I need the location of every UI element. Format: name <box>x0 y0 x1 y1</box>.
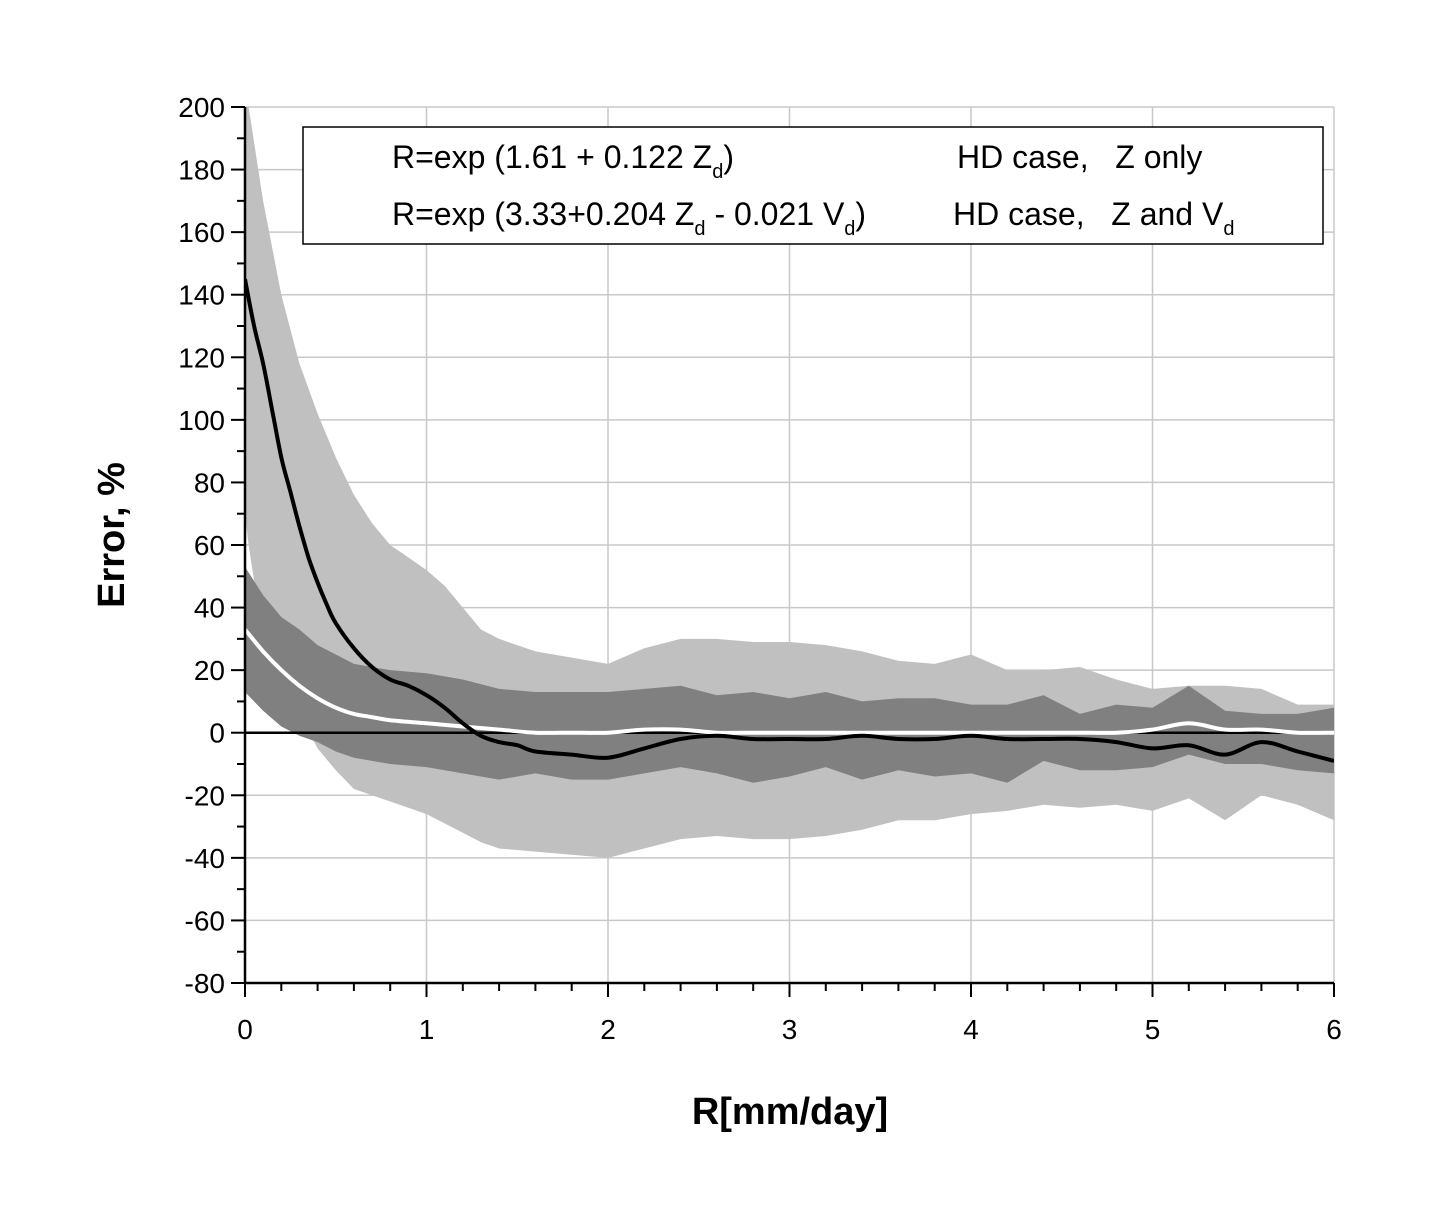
y-tick-label: -40 <box>185 843 225 874</box>
y-tick-label: 160 <box>178 217 225 248</box>
y-tick-label: -80 <box>185 968 225 999</box>
x-tick-label: 5 <box>1145 1014 1161 1045</box>
legend-1-formula-main: R=exp (1.61 + 0.122 Z <box>392 139 712 175</box>
y-tick-label: -20 <box>185 780 225 811</box>
x-tick-label: 6 <box>1326 1014 1342 1045</box>
legend-2-formula-end: ) <box>855 196 866 232</box>
legend: R=exp (1.61 + 0.122 Zd) HD case, Z only … <box>302 126 1324 245</box>
x-tick-label: 2 <box>600 1014 616 1045</box>
legend-2-formula-sub2: d <box>844 218 855 240</box>
x-tick-label: 3 <box>782 1014 798 1045</box>
legend-entry-2-case: HD case, Z and Vd <box>953 196 1234 240</box>
y-tick-label: 120 <box>178 342 225 373</box>
light-error-band <box>245 107 1334 858</box>
y-tick-label: 80 <box>194 467 225 498</box>
x-tick-label: 0 <box>237 1014 253 1045</box>
tick-labels: -80 -60 -40 -20 0 20 40 60 80 100 120 140 160 180 200 0… <box>178 92 1342 1045</box>
legend-entry-2-formula: R=exp (3.33+0.204 Zd - 0.021 Vd) <box>392 196 866 240</box>
legend-1-formula-sub: d <box>712 161 723 183</box>
y-tick-label: 0 <box>209 718 225 749</box>
legend-2-case-sub: d <box>1223 218 1234 240</box>
y-tick-label: 180 <box>178 155 225 186</box>
legend-2-formula-main: R=exp (3.33+0.204 Z <box>392 196 694 232</box>
bands <box>245 107 1334 858</box>
legend-2-case-main: HD case, Z and V <box>953 196 1224 232</box>
y-tick-label: 40 <box>194 593 225 624</box>
y-tick-label: 140 <box>178 280 225 311</box>
y-tick-label: 100 <box>178 405 225 436</box>
y-tick-label: 20 <box>194 655 225 686</box>
legend-2-formula-mid: - 0.021 V <box>706 196 845 232</box>
series-lines <box>245 278 1334 763</box>
x-tick-label: 4 <box>963 1014 979 1045</box>
y-axis-title: Error, % <box>91 462 133 608</box>
legend-entry-1-formula: R=exp (1.61 + 0.122 Zd) <box>392 139 734 183</box>
series-z-only-line <box>245 278 1334 763</box>
legend-box <box>302 126 1324 245</box>
y-tick-label: -60 <box>185 905 225 936</box>
axes <box>231 106 1335 997</box>
dark-error-band <box>245 566 1334 783</box>
y-tick-label: 60 <box>194 530 225 561</box>
x-tick-label: 1 <box>419 1014 435 1045</box>
legend-entry-1-case: HD case, Z only <box>957 139 1202 175</box>
series-z-and-v-line <box>245 628 1334 735</box>
legend-1-formula-end: ) <box>723 139 734 175</box>
legend-2-formula-sub: d <box>694 218 705 240</box>
x-axis-title: R[mm/day] <box>692 1091 888 1133</box>
y-tick-label: 200 <box>178 92 225 123</box>
